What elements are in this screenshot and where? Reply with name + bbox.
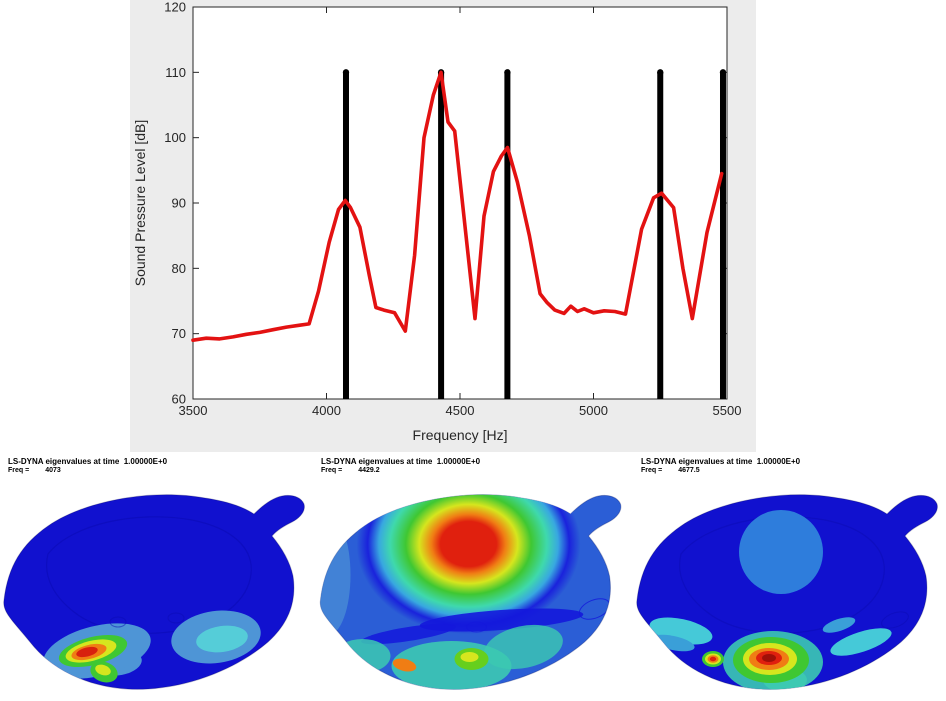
crown-disc bbox=[739, 510, 823, 594]
mode-card-1: LS-DYNA eigenvalues at time 1.00000E+0 F… bbox=[0, 455, 313, 701]
x-tick-label: 4500 bbox=[446, 403, 475, 418]
freq-value: 4429.2 bbox=[358, 467, 380, 474]
spl-curve bbox=[191, 70, 724, 343]
clubhead-contour-mode2 bbox=[319, 494, 622, 690]
axes-box bbox=[192, 6, 728, 400]
plot-area bbox=[193, 7, 727, 399]
y-tick-label: 110 bbox=[165, 65, 186, 80]
freq-value: 4677.5 bbox=[678, 467, 700, 474]
x-tick-label: 5500 bbox=[713, 403, 742, 418]
y-tick-label: 90 bbox=[172, 196, 186, 211]
mode-title: LS-DYNA eigenvalues at time 1.00000E+0 bbox=[641, 457, 801, 466]
x-tick-label: 4000 bbox=[312, 403, 341, 418]
y-tick-label: 70 bbox=[172, 326, 186, 341]
mode-card-3: LS-DYNA eigenvalues at time 1.00000E+0 F… bbox=[633, 455, 946, 701]
stem-marker bbox=[719, 69, 727, 76]
freq-label: Freq = bbox=[321, 467, 343, 474]
y-tick-label: 120 bbox=[164, 0, 186, 15]
clubhead-contour-mode1 bbox=[3, 494, 305, 690]
freq-value: 4073 bbox=[45, 467, 61, 474]
clubhead-contour-mode3 bbox=[636, 494, 938, 690]
mode-card-2: LS-DYNA eigenvalues at time 1.00000E+0 F… bbox=[313, 455, 633, 701]
mode-frequency: Freq = 4073 bbox=[8, 467, 167, 474]
mode-title: LS-DYNA eigenvalues at time 1.00000E+0 bbox=[321, 457, 481, 466]
y-axis-label: Sound Pressure Level [dB] bbox=[132, 120, 148, 287]
y-tick-label: 60 bbox=[172, 392, 186, 407]
x-tick-label: 3500 bbox=[179, 403, 208, 418]
contour-hotspots-mode1 bbox=[43, 610, 261, 683]
mode-frequency: Freq = 4677.5 bbox=[641, 467, 800, 474]
y-tick-label: 100 bbox=[164, 130, 186, 145]
stem-marker bbox=[504, 69, 511, 76]
spl-frequency-chart: 3500 4000 4500 5000 5500 60 70 80 90 100 110 120 Fre… bbox=[132, 0, 742, 443]
spl-chart-panel: 3500 4000 4500 5000 5500 60 70 80 90 100 110 120 Fre… bbox=[130, 0, 756, 452]
x-axis-label: Frequency [Hz] bbox=[413, 427, 508, 443]
freq-label: Freq = bbox=[8, 467, 30, 474]
x-tick-label: 5000 bbox=[579, 403, 608, 418]
stem-marker bbox=[342, 69, 350, 76]
mode-header: LS-DYNA eigenvalues at time 1.00000E+0 F… bbox=[641, 457, 800, 474]
freq-label: Freq = bbox=[641, 467, 663, 474]
stem-marker bbox=[657, 69, 664, 76]
mode-header: LS-DYNA eigenvalues at time 1.00000E+0 F… bbox=[321, 457, 480, 474]
y-tick-label: 80 bbox=[172, 261, 186, 276]
mode-header: LS-DYNA eigenvalues at time 1.00000E+0 F… bbox=[8, 457, 167, 474]
mode-frequency: Freq = 4429.2 bbox=[321, 467, 480, 474]
mode-shapes-row: LS-DYNA eigenvalues at time 1.00000E+0 F… bbox=[0, 455, 946, 701]
mode-title: LS-DYNA eigenvalues at time 1.00000E+0 bbox=[8, 457, 168, 466]
